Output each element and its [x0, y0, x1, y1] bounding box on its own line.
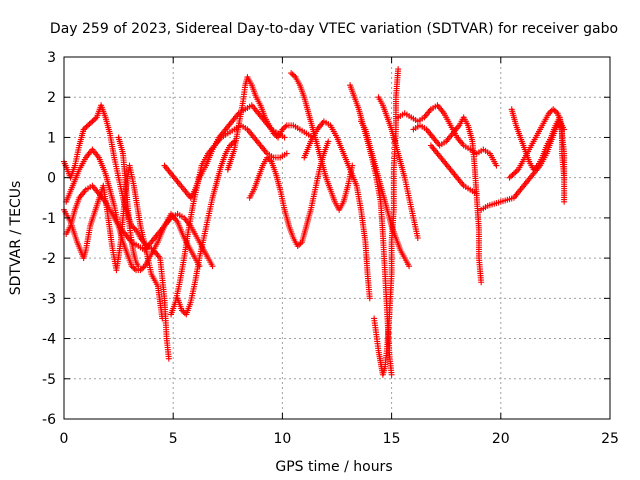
data-point [550, 106, 557, 113]
x-tick-label: 5 [169, 431, 178, 447]
data-points [61, 66, 568, 378]
data-point [209, 263, 216, 270]
data-point [395, 66, 402, 73]
y-tick-label: -4 [42, 332, 56, 348]
data-point [478, 279, 485, 286]
data-point [85, 122, 92, 129]
series-sat-e [115, 134, 142, 270]
series-sat-n [371, 66, 402, 378]
series-sat-v [508, 106, 568, 205]
data-point [414, 235, 421, 241]
data-point [388, 371, 395, 378]
series-sat-i [224, 74, 316, 173]
data-point [551, 107, 558, 114]
grid-lines [64, 57, 610, 419]
y-tick-label: 3 [47, 50, 56, 66]
series-sat-j [246, 138, 332, 250]
data-point [366, 295, 373, 302]
y-tick-label: -2 [42, 251, 56, 267]
data-point [509, 171, 516, 178]
data-point [507, 173, 514, 180]
data-point [283, 150, 290, 157]
data-point [83, 123, 90, 130]
plot-frame [63, 56, 611, 420]
y-tick-label: 2 [47, 90, 56, 106]
data-point [493, 162, 500, 169]
series-sat-o [358, 118, 413, 270]
data-point [289, 71, 296, 78]
data-point [325, 138, 332, 145]
series-sat-s [427, 142, 480, 197]
data-point [86, 121, 93, 128]
data-point [90, 117, 97, 124]
series-sat-g [168, 122, 290, 318]
data-point [281, 134, 288, 141]
series-sat-p [375, 94, 421, 241]
series-sat-r [410, 114, 485, 286]
y-tick-label: -1 [42, 211, 56, 227]
chart-title: Day 259 of 2023, Sidereal Day-to-day VTE… [50, 21, 618, 37]
series-sat-q [395, 102, 500, 169]
y-tick-label: -5 [42, 372, 56, 388]
data-point [288, 70, 295, 77]
series-sat-h [174, 138, 238, 318]
series-sat-b [61, 102, 172, 362]
data-point [512, 169, 519, 176]
data-point [510, 170, 517, 177]
axis-ticks: 0 5 10 15 20 25 -6 -5 -4 -3 -2 -1 0 1 2 3 [42, 50, 619, 447]
data-point [473, 190, 480, 197]
x-tick-label: 20 [492, 431, 510, 447]
data-point [282, 123, 289, 130]
x-tick-label: 15 [383, 431, 401, 447]
y-tick-label: 0 [47, 171, 56, 187]
y-tick-label: -6 [42, 412, 56, 428]
y-tick-label: -3 [42, 291, 56, 307]
x-tick-label: 25 [601, 431, 619, 447]
data-point [87, 119, 94, 126]
data-point [89, 118, 96, 125]
data-point [506, 174, 513, 181]
series-sat-l [301, 118, 373, 302]
data-point [135, 263, 142, 270]
data-point [165, 355, 172, 362]
x-tick-label: 0 [60, 431, 69, 447]
y-axis-label: SDTVAR / TECUs [8, 181, 24, 296]
data-point [561, 198, 568, 205]
series-sat-k [288, 70, 356, 213]
x-axis-label: GPS time / hours [275, 459, 392, 475]
x-tick-label: 10 [273, 431, 291, 447]
y-tick-label: 1 [47, 130, 56, 146]
data-point [138, 265, 145, 272]
data-point [406, 263, 413, 270]
